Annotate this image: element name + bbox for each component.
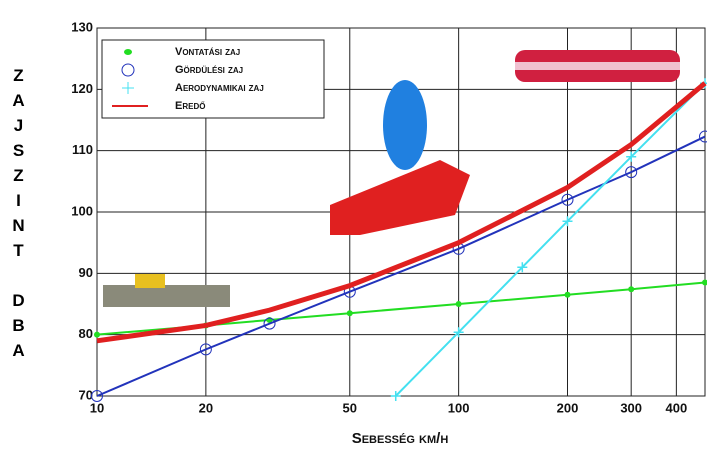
- marker: [699, 130, 707, 143]
- marker: [263, 317, 276, 330]
- illustrations: [103, 50, 680, 307]
- legend-label: Eredő: [175, 100, 205, 112]
- y-tick-label: 70: [79, 387, 93, 402]
- x-tick-label: 100: [448, 400, 470, 415]
- marker: [564, 291, 571, 298]
- rail: [330, 160, 470, 235]
- legend-swatch: [122, 82, 134, 94]
- marker: [517, 262, 528, 273]
- y-axis-label: ZAJSZINT DBA: [9, 66, 28, 366]
- marker: [628, 286, 635, 293]
- legend-swatch: [124, 49, 132, 55]
- locomotive-cab: [135, 274, 165, 288]
- marker: [626, 151, 637, 162]
- marker: [455, 301, 462, 307]
- x-tick-label: 10: [90, 400, 104, 415]
- legend-label: Aerodynamikai zaj: [175, 82, 264, 94]
- x-tick-label: 20: [199, 400, 213, 415]
- locomotive: [103, 285, 230, 307]
- x-tick-label: 200: [557, 400, 579, 415]
- marker: [562, 216, 573, 227]
- y-tick-label: 130: [71, 19, 93, 34]
- series-line: [96, 135, 706, 397]
- marker: [390, 391, 401, 401]
- y-tick-label: 110: [72, 142, 93, 157]
- x-tick-label: 300: [620, 400, 642, 415]
- y-tick-label: 90: [79, 265, 93, 280]
- y-tick-label: 80: [79, 326, 93, 341]
- marker: [346, 310, 353, 317]
- series-line: [96, 81, 707, 344]
- marker: [625, 166, 638, 179]
- y-tick-label: 100: [71, 203, 93, 218]
- plot-frame: [96, 27, 706, 397]
- train-stripe: [515, 62, 680, 70]
- marker: [91, 390, 103, 402]
- marker: [94, 331, 100, 338]
- wheel: [383, 80, 427, 170]
- x-axis-label: Sebesség km/h: [352, 430, 449, 447]
- series-line: [395, 82, 706, 397]
- x-tick-label: 50: [343, 400, 357, 415]
- marker: [453, 327, 464, 338]
- legend-swatch: [121, 63, 135, 77]
- marker: [702, 279, 707, 286]
- legend-label: Vontatási zaj: [175, 46, 240, 58]
- marker: [561, 193, 574, 206]
- y-tick-label: 120: [71, 81, 93, 96]
- legend-label: Gördülési zaj: [175, 64, 243, 76]
- x-tick-label: 400: [666, 400, 688, 415]
- marker: [199, 343, 212, 356]
